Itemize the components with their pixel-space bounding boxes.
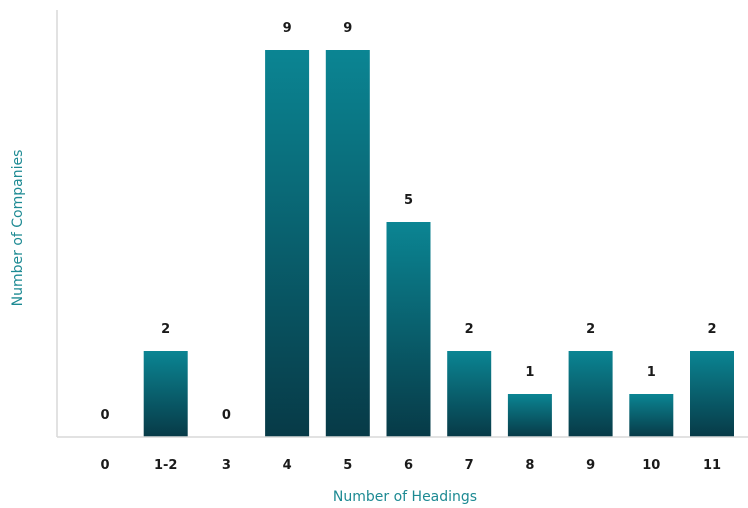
x-tick-labels-group: 0 1-2 3 4 5 6 7 8 9 10 11: [100, 458, 721, 473]
data-label-6: 5: [404, 193, 413, 208]
x-tick-5: 5: [343, 458, 352, 473]
x-tick-11: 11: [703, 458, 721, 473]
x-tick-10: 10: [642, 458, 660, 473]
bar-11: [690, 351, 734, 437]
data-label-3: 0: [222, 408, 231, 423]
x-tick-4: 4: [283, 458, 292, 473]
data-label-8: 1: [525, 365, 534, 380]
bar-10: [629, 394, 674, 437]
x-tick-9: 9: [586, 458, 595, 473]
data-label-4: 9: [283, 21, 292, 36]
data-label-0: 0: [100, 408, 109, 423]
bars-group: [143, 50, 734, 437]
x-tick-1-2: 1-2: [154, 458, 178, 473]
data-label-1-2: 2: [161, 322, 170, 337]
bar-4: [265, 50, 310, 437]
bar-5: [325, 50, 370, 437]
x-tick-8: 8: [525, 458, 534, 473]
bar-7: [447, 351, 492, 437]
data-label-9: 2: [586, 322, 595, 337]
x-axis-title: Number of Headings: [333, 489, 477, 505]
bar-6: [386, 222, 431, 437]
data-label-5: 9: [343, 21, 352, 36]
x-tick-6: 6: [404, 458, 413, 473]
data-label-10: 1: [647, 365, 656, 380]
data-label-11: 2: [707, 322, 716, 337]
data-labels-group: 0 2 0 9 9 5 2 1 2 1 2: [100, 21, 716, 423]
bar-9: [568, 351, 613, 437]
y-axis-title: Number of Companies: [10, 150, 26, 307]
data-label-7: 2: [465, 322, 474, 337]
x-tick-3: 3: [222, 458, 231, 473]
bar-1-2: [143, 351, 188, 437]
x-tick-0: 0: [100, 458, 109, 473]
bar-8: [507, 394, 552, 437]
x-tick-7: 7: [465, 458, 474, 473]
